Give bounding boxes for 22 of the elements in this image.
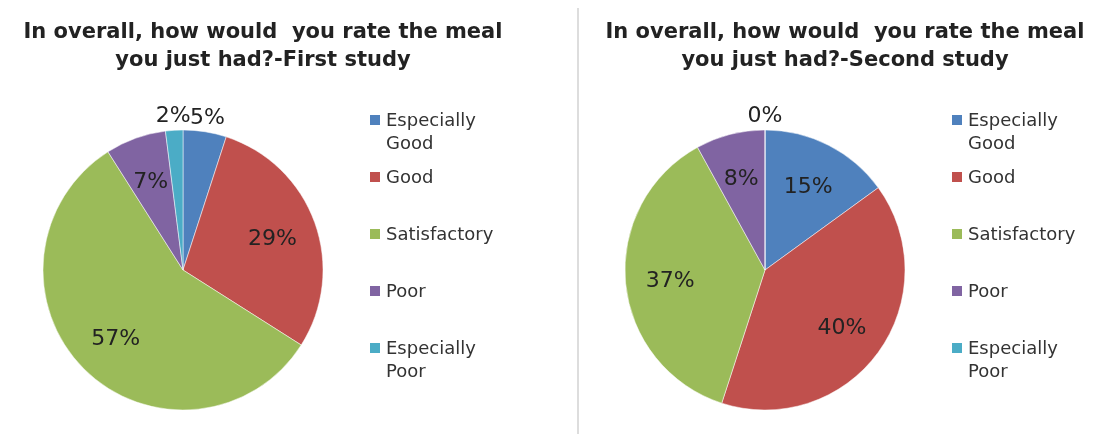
text: 0% <box>747 101 783 127</box>
legend-label: Satisfactory <box>968 223 1076 245</box>
legend-label: Poor <box>968 280 1009 302</box>
data-label: 7% <box>133 168 169 194</box>
chart-title: In overall, how would you rate the meal you just had?-First study <box>23 19 503 71</box>
data-label: 2% <box>155 102 191 128</box>
chart-title: In overall, how would you rate the meal you just had?-Second study <box>605 19 1085 71</box>
legend-label: Especially Good <box>386 109 477 154</box>
legend-label: Good <box>968 166 1016 188</box>
data-label: 40% <box>817 313 867 339</box>
data-label: 57% <box>91 325 141 351</box>
legend-label: Good <box>386 166 434 188</box>
data-label: 29% <box>248 225 298 251</box>
data-label: 37% <box>645 266 695 292</box>
legend-label: Especially Good <box>968 109 1059 154</box>
legend-label: Poor <box>386 280 427 302</box>
data-label: 8% <box>723 165 759 191</box>
legend-label: Especially Poor <box>386 337 477 382</box>
data-label: 5% <box>189 103 225 129</box>
data-label: 15% <box>783 172 833 198</box>
legend-label: Especially Poor <box>968 337 1059 382</box>
legend-label: Satisfactory <box>386 223 494 245</box>
